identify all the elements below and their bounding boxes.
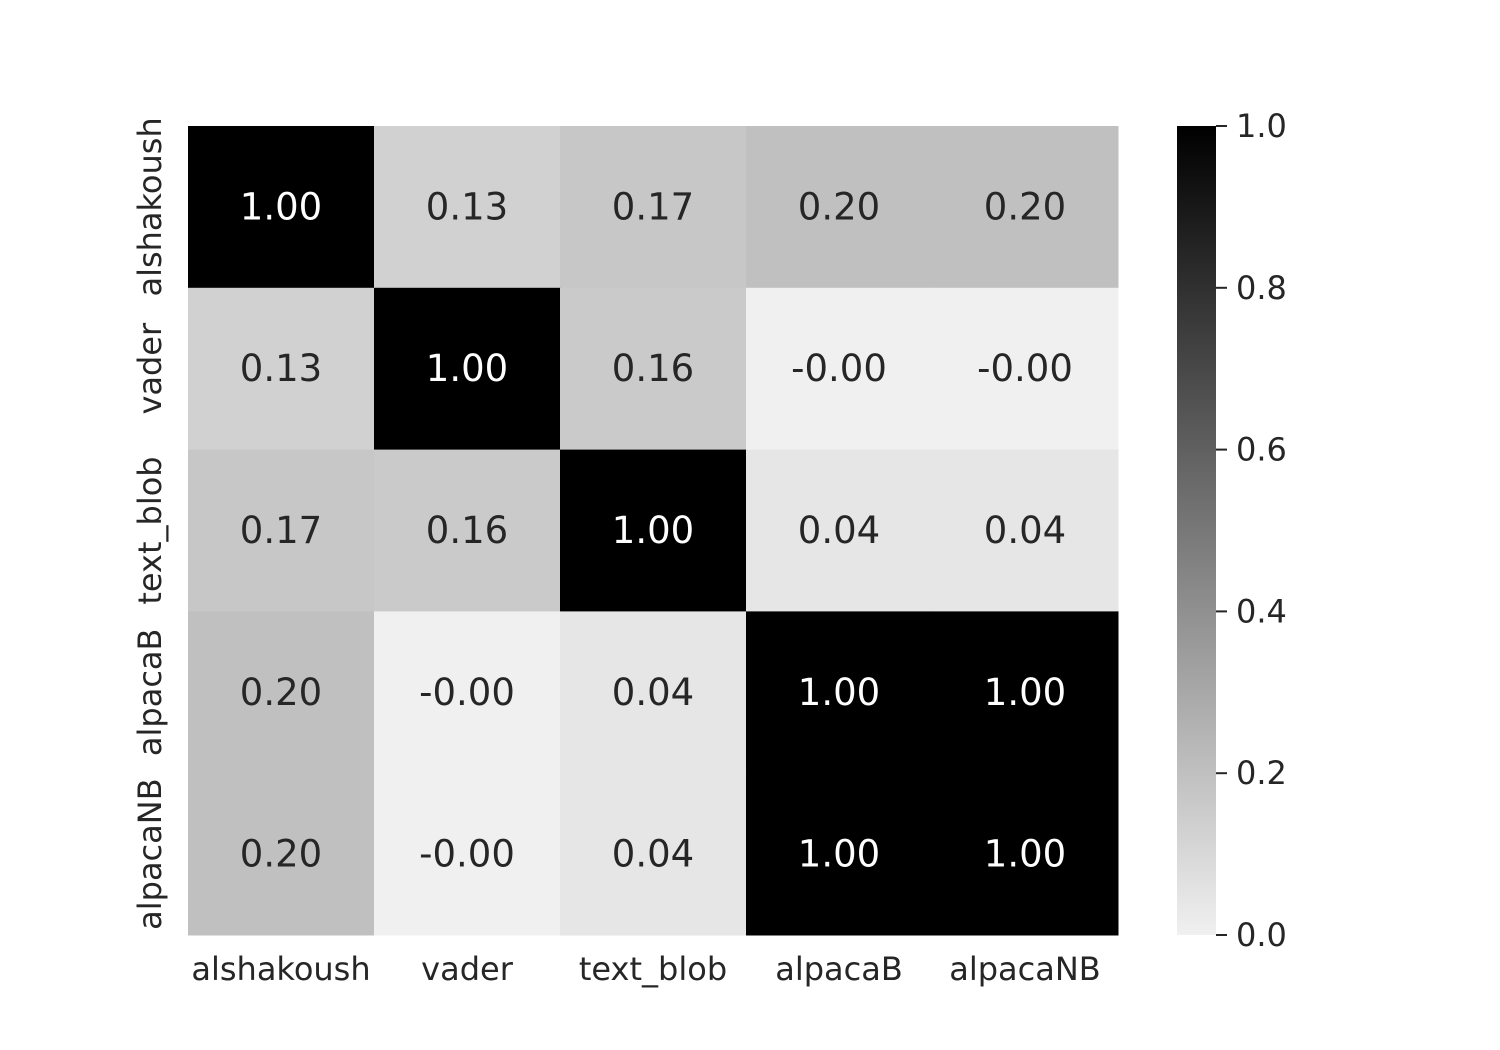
heatmap-cell-alshakoush-text-blob — [560, 126, 747, 289]
cell-value-label: 0.13 — [240, 347, 322, 390]
heatmap-cell-alshakoush-vader — [374, 126, 561, 289]
x-tick-labels: alshakoush vader text_blob alpacaB alpacaNB — [191, 950, 1100, 988]
cell-value-label: 0.17 — [612, 185, 694, 228]
heatmap-cell-alpacanb-alpacab — [746, 773, 933, 936]
cell-value-label: 1.00 — [612, 509, 694, 552]
heatmap-cell-alshakoush-alpacanb — [932, 126, 1119, 289]
cell-value-label: 1.00 — [240, 185, 322, 228]
x-tick-label: vader — [421, 950, 514, 988]
colorbar-tick-label: 0.8 — [1236, 269, 1287, 307]
colorbar-tick-label: 0.2 — [1236, 754, 1287, 792]
heatmap-cell-text-blob-alpacab — [746, 449, 933, 612]
heatmap-cell-text-blob-alshakoush — [188, 449, 375, 612]
y-tick-label: alpacaNB — [131, 778, 169, 930]
heatmap-cell-alpacab-vader — [374, 611, 561, 774]
cell-value-label: 1.00 — [798, 671, 880, 714]
heatmap-cell-vader-alshakoush — [188, 287, 375, 451]
cell-value-label: 0.04 — [984, 509, 1066, 552]
cell-value-label: 0.16 — [612, 347, 694, 390]
x-tick-label: text_blob — [579, 950, 727, 988]
cell-value-label: -0.00 — [419, 671, 515, 714]
colorbar-tick-label: 0.0 — [1236, 916, 1287, 954]
heatmap-cell-alpacanb-alpacanb — [932, 773, 1119, 936]
cell-value-label: 0.16 — [426, 509, 508, 552]
cell-value-label: -0.00 — [791, 347, 887, 390]
y-tick-label: alshakoush — [131, 117, 169, 296]
y-tick-label: alpacaB — [131, 629, 169, 757]
heatmap-cell-vader-text-blob — [560, 287, 747, 451]
cell-value-label: 1.00 — [798, 833, 880, 876]
heatmap-cell-vader-alpacanb — [932, 287, 1119, 451]
cell-value-label: -0.00 — [419, 833, 515, 876]
heatmap-cells: 1.00 0.13 0.17 0.20 0.20 0.13 1.00 0.16 -0.00 -0.… — [188, 126, 1119, 936]
cell-value-label: 0.04 — [798, 509, 880, 552]
heatmap-cell-text-blob-vader — [374, 449, 561, 612]
colorbar-tick-label: 0.4 — [1236, 592, 1287, 630]
cell-value-label: 0.20 — [240, 671, 322, 714]
cell-value-label: 0.20 — [798, 185, 880, 228]
x-tick-label: alshakoush — [191, 950, 370, 988]
heatmap-cell-alpacab-alpacanb — [932, 611, 1119, 774]
heatmap-cell-alpacanb-alshakoush — [188, 773, 375, 936]
heatmap-cell-alpacanb-vader — [374, 773, 561, 936]
heatmap-cell-vader-vader — [374, 287, 561, 451]
heatmap-cell-alshakoush-alshakoush — [188, 126, 375, 289]
cell-value-label: 1.00 — [984, 671, 1066, 714]
heatmap-cell-text-blob-text-blob — [560, 449, 747, 612]
colorbar-tick-label: 0.6 — [1236, 431, 1287, 469]
cell-value-label: 0.04 — [612, 671, 694, 714]
x-tick-label: alpacaB — [775, 950, 903, 988]
colorbar-tick-label: 1.0 — [1236, 107, 1287, 145]
cell-value-label: 0.20 — [984, 185, 1066, 228]
cell-value-label: -0.00 — [977, 347, 1073, 390]
colorbar: 0.0 0.2 0.4 0.6 0.8 1.0 — [1177, 107, 1287, 954]
colorbar-gradient — [1177, 126, 1216, 935]
cell-value-label: 0.13 — [426, 185, 508, 228]
cell-value-label: 0.17 — [240, 509, 322, 552]
y-tick-label: vader — [131, 322, 169, 415]
cell-value-label: 0.20 — [240, 833, 322, 876]
cell-value-label: 1.00 — [426, 347, 508, 390]
x-tick-label: alpacaNB — [949, 950, 1101, 988]
heatmap-cell-alpacab-alpacab — [746, 611, 933, 774]
cell-value-label: 1.00 — [984, 833, 1066, 876]
heatmap-cell-alpacanb-text-blob — [560, 773, 747, 936]
heatmap-cell-alshakoush-alpacab — [746, 126, 933, 289]
y-tick-labels: alshakoush vader text_blob alpacaB alpacaNB — [131, 117, 169, 930]
heatmap-cell-vader-alpacab — [746, 287, 933, 451]
cell-value-label: 0.04 — [612, 833, 694, 876]
y-tick-label: text_blob — [131, 456, 169, 604]
heatmap-cell-text-blob-alpacanb — [932, 449, 1119, 612]
heatmap-cell-alpacab-text-blob — [560, 611, 747, 774]
heatmap-cell-alpacab-alshakoush — [188, 611, 375, 774]
